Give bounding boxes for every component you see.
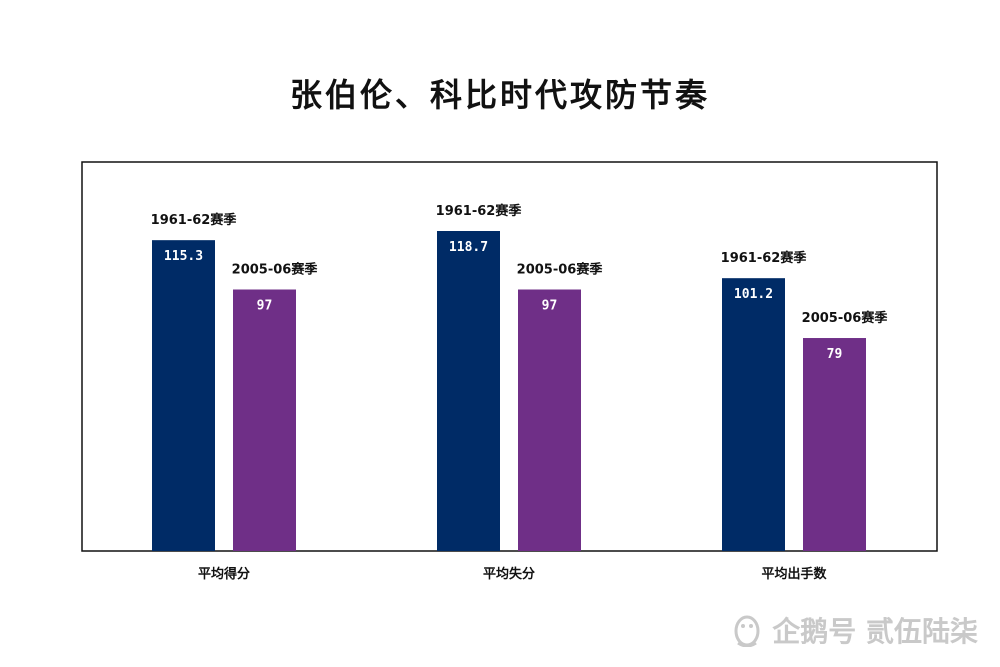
category-label: 平均出手数 [761, 566, 827, 582]
category-label: 平均失分 [483, 566, 535, 582]
series-label: 2005-06赛季 [802, 310, 888, 326]
data-label: 101.2 [734, 287, 773, 302]
data-label: 118.7 [449, 240, 488, 255]
series-label: 2005-06赛季 [232, 262, 318, 278]
bar-series2-2 [518, 289, 581, 551]
data-label: 97 [542, 299, 558, 314]
plot-frame [81, 161, 938, 552]
penguin-logo-icon [734, 615, 760, 647]
data-label: 97 [257, 299, 273, 314]
series-label: 2005-06赛季 [517, 262, 603, 278]
series-label: 1961-62赛季 [151, 212, 237, 228]
series-label: 1961-62赛季 [436, 203, 522, 219]
bar-series1-3 [722, 278, 785, 551]
bar-series2-3 [803, 338, 866, 551]
watermark-text: 企鹅号 贰伍陆柒 [772, 615, 978, 648]
data-label: 79 [827, 347, 843, 362]
data-label: 115.3 [164, 249, 203, 264]
watermark: 企鹅号 贰伍陆柒 [730, 610, 978, 650]
bar-series2-1 [233, 289, 296, 551]
bar-series1-1 [152, 240, 215, 552]
series-label: 1961-62赛季 [721, 250, 807, 266]
chart-title: 张伯伦、科比时代攻防节奏 [289, 76, 710, 114]
bar-series1-2 [437, 231, 500, 551]
category-label: 平均得分 [198, 566, 250, 582]
